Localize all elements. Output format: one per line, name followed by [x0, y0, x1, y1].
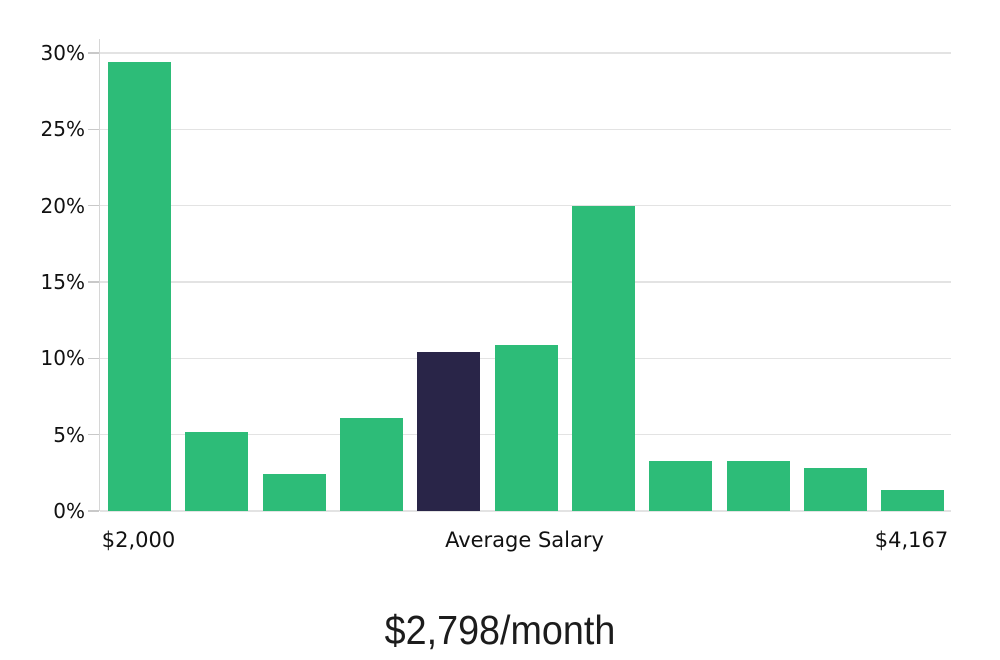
bar [726, 460, 790, 511]
bar [494, 344, 558, 511]
bar [262, 474, 326, 511]
x-axis-label-min-salary: $2,000 [101, 528, 176, 552]
bar [108, 62, 171, 511]
y-tick-label: 25% [40, 117, 85, 142]
gridline-0% [100, 510, 951, 512]
y-tick-label: 10% [40, 346, 85, 371]
x-axis-label-average-salary: Average Salary [445, 528, 604, 552]
y-tick-mark [88, 52, 99, 54]
bar [571, 205, 635, 511]
bar [803, 468, 867, 511]
y-tick-mark [88, 128, 99, 131]
y-tick-label: 30% [40, 40, 85, 65]
y-tick-label: 5% [53, 422, 85, 447]
average-salary-caption: $2,798/month [384, 607, 616, 653]
y-tick-mark [88, 357, 99, 360]
bar-average-salary [417, 352, 481, 511]
y-tick-label: 0% [53, 499, 85, 523]
y-tick-label: 15% [40, 269, 85, 294]
gridline-20% [100, 204, 951, 207]
y-tick-label: 20% [40, 193, 85, 218]
y-tick-mark [88, 204, 99, 207]
bar [649, 460, 713, 511]
plot-area [99, 39, 951, 512]
gridline-30% [100, 52, 951, 54]
bar [881, 489, 945, 511]
bar [339, 417, 403, 511]
x-axis-label-max-salary: $4,167 [874, 528, 949, 552]
gridline-15% [100, 281, 951, 283]
gridline-25% [100, 128, 951, 131]
y-tick-mark [88, 281, 99, 283]
bar [185, 431, 249, 511]
y-tick-mark [88, 510, 99, 512]
y-tick-mark [88, 433, 99, 436]
